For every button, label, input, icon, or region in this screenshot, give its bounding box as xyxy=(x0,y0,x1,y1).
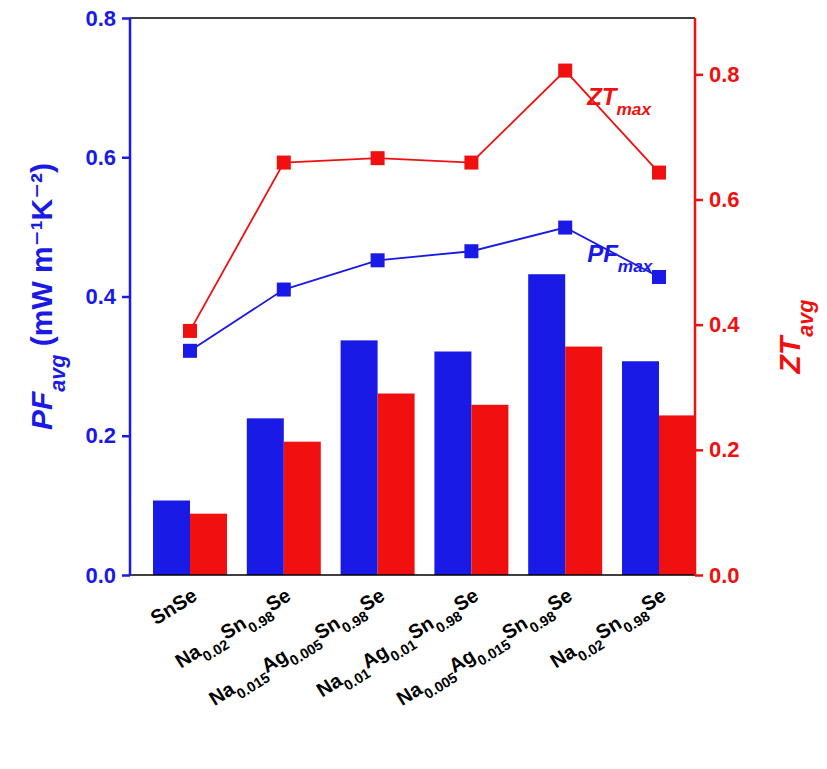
marker xyxy=(183,344,197,358)
bar xyxy=(622,361,659,575)
markers xyxy=(183,64,666,338)
marker xyxy=(464,156,478,170)
tick: 0.2 xyxy=(85,423,130,448)
tick-label: 0.8 xyxy=(85,6,116,31)
tick-mark xyxy=(695,74,703,77)
tick: 0.6 xyxy=(85,145,130,170)
y2-axis: 0.0 0.2 0.4 0.6 0.8 xyxy=(695,18,740,588)
tick-mark xyxy=(122,435,130,438)
x-tick-label: Na0.015Ag0.005Sn0.98Se xyxy=(205,584,392,716)
tick: 0.2 xyxy=(695,437,740,462)
frame xyxy=(130,17,695,19)
bar xyxy=(284,442,321,575)
marker xyxy=(652,166,666,180)
x-tick: Na0.015Ag0.005Sn0.98Se xyxy=(205,575,392,716)
plot: PFmaxZTmaxSnSeNa0.02Sn0.98SeNa0.015Ag0.0… xyxy=(85,6,740,716)
marker xyxy=(652,270,666,284)
marker xyxy=(371,151,385,165)
marker xyxy=(277,283,291,297)
y2-axis-line xyxy=(694,18,697,575)
tick-label: 0.4 xyxy=(85,284,116,309)
bar xyxy=(190,514,227,575)
x-tick: SnSe xyxy=(147,575,201,629)
marker xyxy=(277,156,291,170)
x-tick: Na0.02Sn0.98Se xyxy=(171,575,298,678)
tick-mark xyxy=(122,157,130,160)
marker xyxy=(464,244,478,258)
tick: 0.8 xyxy=(85,6,130,31)
bar-series xyxy=(153,274,659,575)
tick-label: 0.6 xyxy=(85,145,116,170)
x-tick: Na0.02Sn0.98Se xyxy=(546,575,673,678)
bar xyxy=(378,394,415,575)
y2-axis-title: ZTavg xyxy=(773,300,818,375)
x-tick-label: Na0.005Ag0.015Sn0.98Se xyxy=(393,584,580,716)
bar xyxy=(153,501,190,575)
x-tick: Na0.005Ag0.015Sn0.98Se xyxy=(393,575,580,716)
line xyxy=(190,228,659,351)
tick: 0.0 xyxy=(85,563,130,588)
x-tick-label: Na0.02Sn0.98Se xyxy=(171,584,298,678)
tick-mark xyxy=(695,199,703,202)
tick: 0.8 xyxy=(695,62,740,87)
x-tick-label: SnSe xyxy=(147,584,201,629)
chart: PFmaxZTmaxSnSeNa0.02Sn0.98SeNa0.015Ag0.0… xyxy=(0,0,827,769)
bar xyxy=(528,274,565,575)
bar xyxy=(471,405,508,575)
bar xyxy=(247,418,284,575)
tick-label: 0.8 xyxy=(709,62,740,87)
tick-label: 0.0 xyxy=(709,563,740,588)
series-label: PFmax xyxy=(587,240,654,276)
series-label: ZTmax xyxy=(586,83,652,119)
x-axis-line xyxy=(130,574,695,576)
marker xyxy=(183,324,197,338)
y-axis-title: PFavg (mW m⁻¹K⁻²) xyxy=(25,163,70,430)
tick-mark xyxy=(122,296,130,299)
line xyxy=(190,71,659,331)
tick-label: 0.4 xyxy=(709,312,740,337)
bar xyxy=(434,352,471,575)
bar xyxy=(659,415,695,575)
tick-mark xyxy=(695,574,703,577)
marker xyxy=(371,253,385,267)
markers xyxy=(183,221,666,358)
tick: 0.4 xyxy=(85,284,130,309)
tick-label: 0.2 xyxy=(85,423,116,448)
tick-label: 0.2 xyxy=(709,437,740,462)
tick-mark xyxy=(122,574,130,577)
bar-series xyxy=(190,347,695,575)
tick: 0.6 xyxy=(695,187,740,212)
tick: 0.4 xyxy=(695,312,740,337)
tick-mark xyxy=(695,449,703,452)
y-axis: 0.0 0.2 0.4 0.6 0.8 xyxy=(85,6,130,588)
marker xyxy=(558,64,572,78)
bar xyxy=(341,340,378,575)
tick: 0.0 xyxy=(695,563,740,588)
tick-label: 0.0 xyxy=(85,563,116,588)
marker xyxy=(558,221,572,235)
marks xyxy=(153,64,695,575)
bar xyxy=(565,347,602,575)
x-tick-label: Na0.02Sn0.98Se xyxy=(546,584,673,678)
x-axis: SnSeNa0.02Sn0.98SeNa0.015Ag0.005Sn0.98Se… xyxy=(130,575,695,716)
tick-mark xyxy=(122,17,130,20)
tick-mark xyxy=(695,324,703,327)
tick-label: 0.6 xyxy=(709,187,740,212)
